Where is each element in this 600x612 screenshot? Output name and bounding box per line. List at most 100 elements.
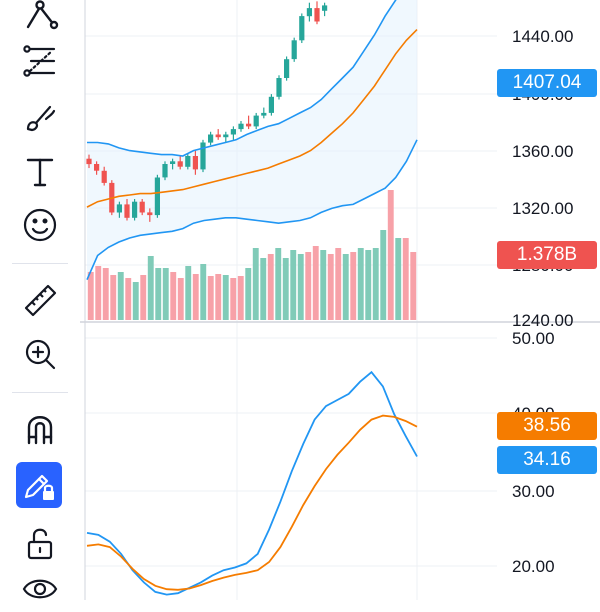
drawing-toolbar	[0, 0, 80, 600]
volume-bar	[192, 274, 199, 320]
tool-emoji[interactable]	[14, 202, 66, 248]
bollinger-band-fill	[87, 0, 417, 280]
candle-body	[192, 156, 198, 170]
volume-bar	[95, 266, 102, 320]
price-axis-label: 1320.00	[512, 199, 573, 218]
volume-bar	[395, 238, 402, 320]
volume-bar	[132, 282, 139, 320]
tool-text[interactable]	[14, 148, 66, 194]
tool-brush[interactable]	[14, 94, 66, 140]
volume-bar	[365, 250, 372, 320]
volume-bar	[200, 264, 207, 320]
candle-body	[291, 40, 297, 60]
candle-body	[306, 8, 312, 17]
magnet-icon	[27, 416, 53, 445]
volume-bar	[342, 254, 349, 320]
volume-bar	[185, 266, 192, 320]
tool-trend-line[interactable]	[14, 0, 66, 34]
volume-bar	[357, 248, 364, 320]
volume-bar	[290, 250, 297, 320]
candle-body	[185, 156, 191, 167]
candle-body	[116, 204, 122, 213]
tool-ruler[interactable]	[14, 277, 66, 323]
candle-body	[276, 78, 282, 97]
tool-lock-drawings[interactable]	[16, 462, 62, 508]
volume-bar	[117, 272, 124, 320]
emoji-icon	[23, 208, 57, 242]
brush-icon	[26, 105, 56, 132]
trend-line-icon	[26, 0, 59, 30]
volume-bar	[177, 278, 184, 320]
volume-bar	[230, 278, 237, 320]
candle-body	[101, 170, 107, 183]
price-axis-label: 1360.00	[512, 142, 573, 161]
candle-body	[322, 5, 328, 11]
volume-badge: 1.378B	[497, 241, 597, 269]
candle-body	[94, 164, 100, 171]
indicator-axis-label: 50.00	[512, 329, 555, 348]
volume-bar	[147, 256, 154, 320]
bollinger-upper-line	[87, 0, 397, 157]
tool-visibility[interactable]	[14, 566, 66, 612]
eye-icon	[22, 579, 58, 599]
candle-body	[261, 112, 267, 116]
candle-body	[268, 96, 274, 113]
candle-body	[314, 8, 320, 22]
volume-bar	[252, 248, 259, 320]
candle-body	[177, 161, 183, 167]
bollinger-lower-line	[86, 139, 418, 281]
indicator-orange-badge: 38.56	[497, 412, 597, 440]
volume-bar	[125, 278, 132, 320]
volume-bar	[410, 252, 417, 320]
volume-bar	[320, 250, 327, 320]
candle-body	[170, 161, 176, 164]
volume-bar	[215, 274, 222, 320]
bollinger-middle-line	[86, 29, 418, 208]
price-scale[interactable]: 1440.001400.001360.001320.001280.001240.…	[512, 27, 573, 576]
indicator-axis-label: 30.00	[512, 482, 555, 501]
unlock-icon	[27, 528, 53, 560]
volume-bar	[170, 272, 177, 320]
tool-zoom-in[interactable]	[14, 331, 66, 377]
candle-body	[162, 164, 168, 178]
volume-bar	[245, 268, 252, 320]
volume-bars	[87, 190, 417, 320]
volume-bar	[312, 246, 319, 320]
indicator-blue-badge: 34.16	[497, 446, 597, 474]
candle-body	[215, 134, 221, 138]
volume-bar	[387, 190, 394, 320]
volume-bar	[402, 238, 409, 320]
price-axis-label: 1240.00	[512, 311, 573, 330]
candlesticks	[86, 1, 328, 222]
candle-body	[147, 212, 153, 216]
volume-bar	[350, 252, 357, 320]
tool-unlock[interactable]	[14, 520, 66, 566]
indicator-blue-line	[86, 370, 418, 596]
volume-bar	[87, 272, 94, 320]
fib-retracement-icon	[23, 45, 56, 77]
volume-bar	[327, 254, 334, 320]
candle-body	[86, 158, 92, 165]
volume-bar	[305, 252, 312, 320]
toolbar-separator	[12, 263, 68, 264]
volume-bar	[102, 268, 109, 320]
volume-bar	[162, 268, 169, 320]
volume-bar	[267, 254, 274, 320]
volume-bar	[260, 258, 267, 320]
candle-body	[299, 16, 305, 41]
volume-bar	[380, 230, 387, 320]
indicator-orange-line	[86, 414, 418, 591]
volume-bar	[275, 248, 282, 320]
ruler-icon	[24, 284, 57, 317]
tool-fib-retracement[interactable]	[14, 38, 66, 84]
tool-magnet[interactable]	[14, 406, 66, 452]
volume-bar	[155, 268, 162, 320]
volume-bar	[282, 258, 289, 320]
candle-body	[230, 129, 236, 135]
candle-body	[132, 201, 138, 218]
volume-bar	[110, 275, 117, 320]
candle-body	[284, 59, 290, 78]
last-price-badge: 1407.04	[497, 69, 597, 97]
text-icon	[26, 158, 54, 187]
zoom-in-icon	[25, 339, 56, 370]
